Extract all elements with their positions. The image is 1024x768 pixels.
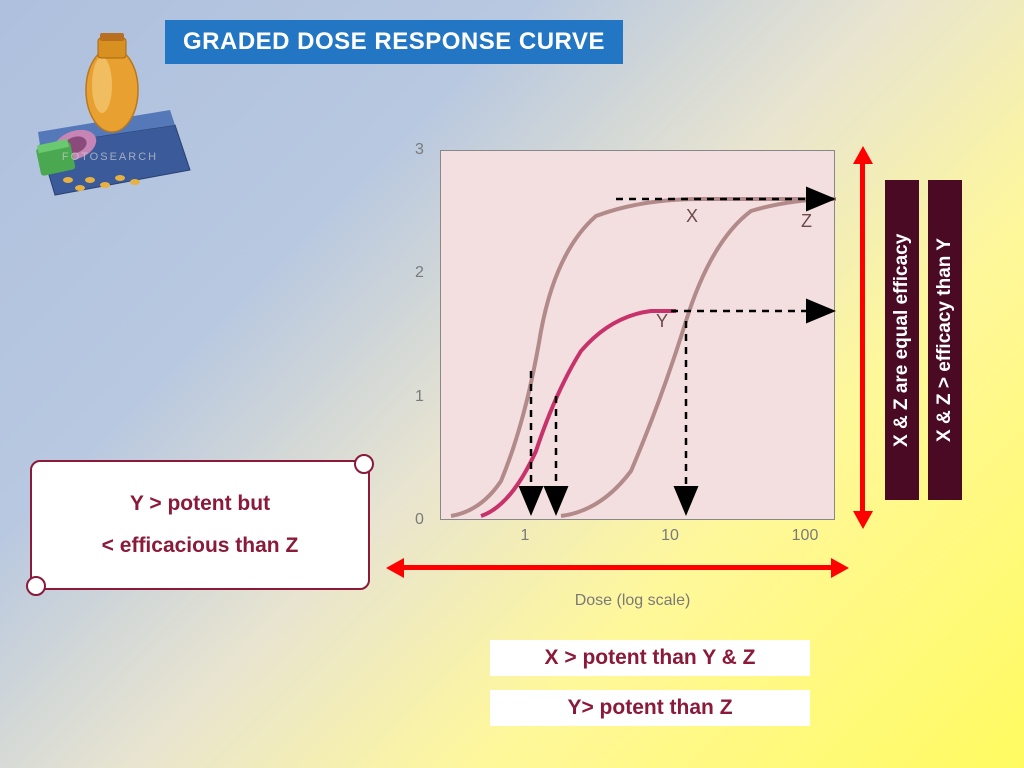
plot-area: X Z Y [440,150,835,520]
curve-y [481,311,676,516]
x-tick: 1 [521,527,530,545]
curve-label-z: Z [801,211,812,232]
medicine-icon: FOTOSEARCH [20,30,200,200]
y-tick: 2 [415,264,424,282]
curve-label-x: X [686,206,698,227]
curve-z [561,199,836,516]
scroll-note: Y > potent but < efficacious than Z [30,460,370,590]
curve-label-y: Y [656,311,668,332]
dose-response-chart: Response (arbitrary units) 3 2 1 0 1 10 … [385,150,835,580]
curve-x [451,199,836,516]
red-vertical-arrow [860,160,865,515]
efficacy-banner-1: X & Z are equal efficacy [885,180,919,500]
x-tick: 100 [792,527,819,545]
red-horizontal-arrow [400,565,835,570]
x-axis-label: Dose (log scale) [575,592,691,610]
svg-text:FOTOSEARCH: FOTOSEARCH [62,151,158,163]
scroll-line-2: < efficacious than Z [102,525,299,567]
efficacy-banner-2: X & Z > efficacy than Y [928,180,962,500]
slide-title: GRADED DOSE RESPONSE CURVE [165,20,623,64]
y-tick: 0 [415,511,424,529]
bottom-label-1: X > potent than Y & Z [490,640,810,676]
x-tick: 10 [661,527,679,545]
scroll-line-1: Y > potent but [130,483,270,525]
bottom-label-2: Y> potent than Z [490,690,810,726]
y-tick: 3 [415,141,424,159]
y-tick: 1 [415,388,424,406]
